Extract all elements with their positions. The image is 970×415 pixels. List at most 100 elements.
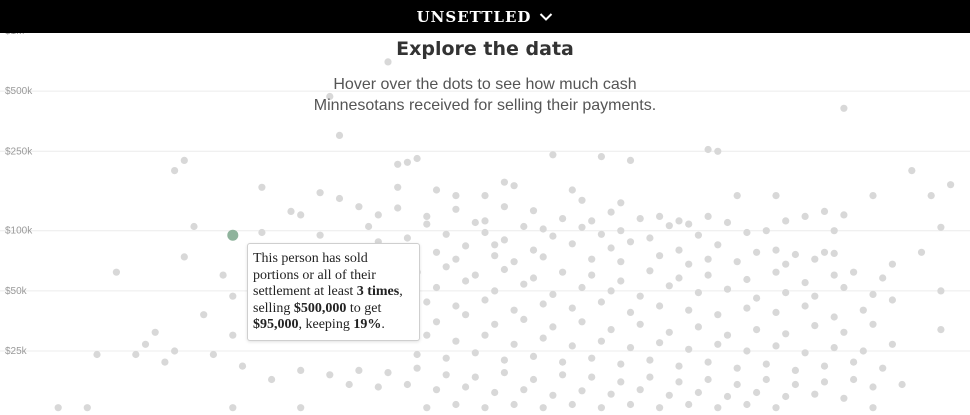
data-point[interactable] [520, 315, 528, 323]
data-point[interactable] [626, 344, 635, 352]
data-point[interactable] [171, 347, 179, 355]
data-point[interactable] [471, 373, 479, 381]
data-point[interactable] [491, 287, 499, 295]
data-point[interactable] [588, 373, 596, 381]
data-point[interactable] [762, 360, 770, 368]
data-point[interactable] [801, 349, 809, 357]
data-point[interactable] [384, 369, 392, 377]
data-point[interactable] [888, 340, 897, 348]
data-point[interactable] [588, 217, 596, 225]
data-point[interactable] [500, 203, 508, 211]
data-point[interactable] [772, 268, 780, 276]
data-point[interactable] [636, 215, 644, 223]
data-point[interactable] [665, 282, 673, 290]
data-point[interactable] [432, 248, 441, 256]
data-point[interactable] [481, 331, 489, 339]
data-point[interactable] [704, 145, 712, 154]
data-point[interactable] [316, 189, 324, 197]
data-point[interactable] [500, 369, 508, 377]
data-point[interactable] [811, 292, 819, 300]
data-point[interactable] [578, 387, 586, 395]
data-point[interactable] [656, 212, 664, 220]
data-point[interactable] [840, 394, 848, 402]
data-point[interactable] [714, 241, 722, 249]
data-point[interactable] [500, 356, 508, 364]
data-point[interactable] [694, 388, 703, 397]
data-point[interactable] [423, 298, 431, 306]
data-point[interactable] [607, 390, 615, 398]
data-point[interactable] [229, 331, 237, 339]
data-point[interactable] [888, 260, 897, 268]
data-point[interactable] [733, 380, 741, 389]
data-point[interactable] [229, 404, 237, 412]
data-point[interactable] [297, 366, 305, 374]
data-point[interactable] [772, 246, 780, 254]
data-point[interactable] [510, 340, 518, 348]
data-point[interactable] [753, 388, 761, 397]
data-point[interactable] [520, 222, 528, 231]
data-point[interactable] [772, 192, 780, 200]
data-point[interactable] [597, 153, 606, 161]
data-point[interactable] [510, 258, 518, 266]
data-point[interactable] [714, 404, 722, 412]
data-point[interactable] [442, 263, 450, 271]
data-point[interactable] [908, 167, 916, 175]
data-point[interactable] [772, 342, 780, 350]
data-point[interactable] [326, 92, 334, 101]
data-point[interactable] [83, 404, 91, 412]
data-point[interactable] [753, 326, 761, 334]
data-point[interactable] [714, 340, 722, 348]
data-point[interactable] [723, 285, 732, 293]
data-point[interactable] [539, 404, 547, 412]
data-point[interactable] [753, 294, 761, 302]
data-point[interactable] [772, 308, 780, 316]
data-point[interactable] [471, 349, 479, 357]
data-point[interactable] [335, 194, 344, 203]
data-point[interactable] [704, 271, 712, 279]
data-point[interactable] [820, 362, 829, 370]
data-point[interactable] [636, 320, 644, 328]
data-point[interactable] [355, 366, 363, 374]
data-point[interactable] [830, 227, 838, 235]
data-point[interactable] [675, 378, 683, 386]
data-point[interactable] [685, 306, 693, 314]
data-point[interactable] [607, 287, 615, 295]
data-point[interactable] [646, 356, 654, 364]
data-point[interactable] [500, 236, 508, 244]
data-point[interactable] [782, 330, 790, 338]
data-point[interactable] [568, 240, 576, 248]
data-point[interactable] [423, 331, 431, 339]
data-point[interactable] [937, 287, 945, 295]
data-point[interactable] [762, 227, 770, 235]
data-point[interactable] [491, 241, 499, 249]
data-point[interactable] [811, 322, 819, 330]
data-point[interactable] [588, 354, 596, 362]
data-point[interactable] [607, 326, 615, 334]
data-point[interactable] [287, 207, 295, 215]
data-point[interactable] [452, 302, 460, 310]
data-point[interactable] [646, 267, 654, 275]
brand-menu-toggle[interactable]: UNSETTLED [417, 8, 554, 26]
data-point[interactable] [112, 268, 120, 276]
data-point[interactable] [607, 244, 615, 252]
data-point[interactable] [471, 218, 479, 227]
data-point[interactable] [665, 222, 673, 230]
data-point[interactable] [859, 347, 867, 355]
data-point[interactable] [481, 228, 489, 237]
data-point[interactable] [559, 358, 567, 366]
data-point[interactable] [219, 271, 227, 279]
data-point[interactable] [607, 208, 615, 216]
data-point[interactable] [238, 362, 247, 370]
data-point[interactable] [762, 375, 770, 384]
data-point[interactable] [568, 400, 576, 409]
data-point[interactable] [510, 400, 518, 409]
data-point[interactable] [840, 283, 848, 292]
data-point[interactable] [403, 234, 411, 242]
data-point[interactable] [452, 205, 460, 213]
data-point[interactable] [529, 274, 538, 282]
data-point[interactable] [442, 371, 450, 379]
data-point[interactable] [626, 238, 635, 246]
data-point[interactable] [743, 275, 751, 284]
data-point[interactable] [917, 248, 926, 256]
data-point[interactable] [481, 404, 489, 412]
